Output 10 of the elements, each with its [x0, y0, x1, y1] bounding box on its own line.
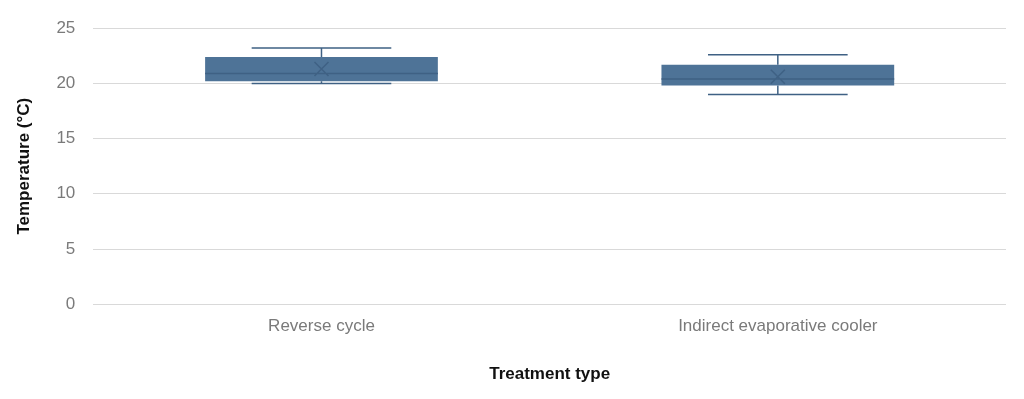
- x-tick-label: Indirect evaporative cooler: [678, 316, 878, 336]
- y-tick-label: 10: [56, 183, 76, 203]
- y-tick-label: 25: [56, 17, 76, 37]
- y-tick-label: 20: [56, 73, 76, 93]
- y-tick-label: 5: [65, 238, 76, 258]
- y-axis-title: Temperature (°C): [13, 97, 33, 235]
- x-axis-title: Treatment type: [489, 364, 611, 384]
- x-tick-label: Reverse cycle: [268, 316, 375, 336]
- y-tick-label: 15: [56, 128, 76, 148]
- y-tick-label: 0: [65, 293, 76, 313]
